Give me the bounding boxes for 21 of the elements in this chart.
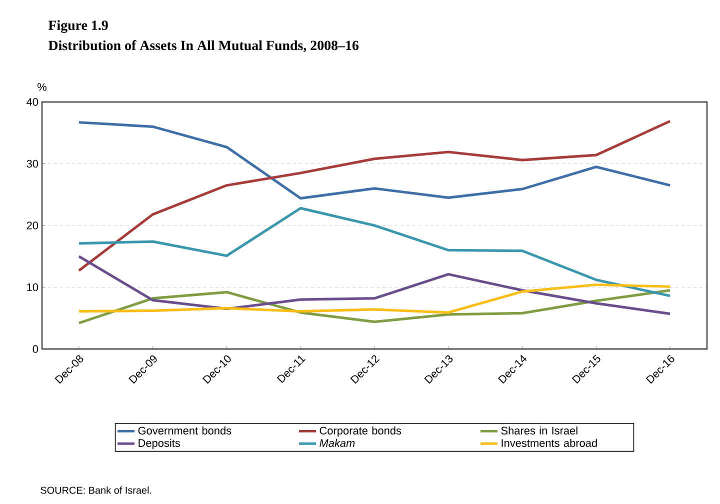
y-axis-title: % [38,83,46,91]
y-tick-label: 0 [32,345,38,353]
line-series [78,289,672,324]
y-tick-label: 20 [26,222,38,230]
legend-label: Government bonds [138,426,232,435]
legend-label: Investments abroad [502,438,597,447]
line-series [78,206,672,298]
line-series [78,121,672,200]
y-tick-label: 30 [26,160,38,168]
y-tick-label: 40 [26,98,38,106]
y-tick-label: 10 [27,283,38,292]
legend-label: Deposits [138,438,180,450]
chart-subtitle: Distribution of Assets In All Mutual Funds, 2008–16 [48,40,359,52]
legend-label: Shares in Israel [501,426,578,435]
source-note: SOURCE: Bank of Israel. [40,486,152,494]
line-series [78,283,672,314]
legend-label: Makam [320,438,355,447]
legend-label: Corporate bonds [320,426,402,437]
line-series [78,120,672,272]
chart-title: Figure 1.9 [48,20,108,33]
line-series [78,255,672,316]
